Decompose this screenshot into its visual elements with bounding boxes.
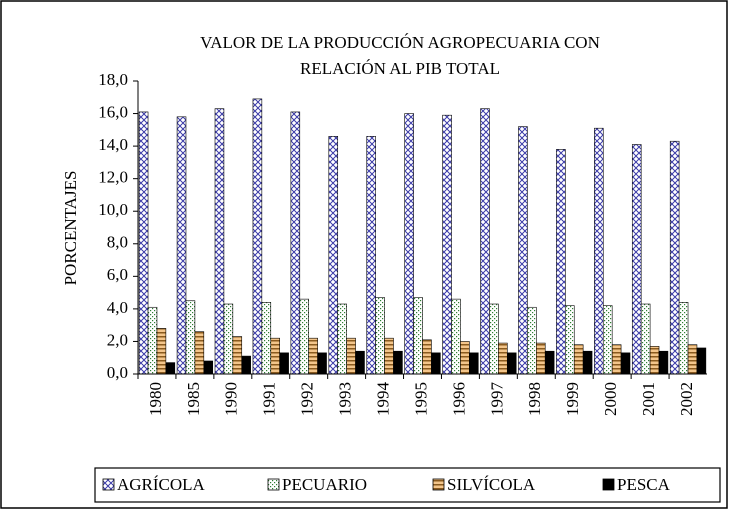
bar (214, 108, 225, 375)
x-tick-label: 1997 (487, 382, 506, 417)
chart-title: VALOR DE LA PRODUCCIÓN AGROPECUARIA CON (200, 33, 600, 52)
bar (252, 98, 263, 375)
bar (573, 344, 584, 375)
y-tick-label: 14,0 (98, 135, 128, 154)
legend-label: AGRÍCOLA (117, 475, 206, 494)
bar (678, 302, 689, 375)
legend-label: PECUARIO (282, 475, 367, 494)
bar (422, 339, 432, 375)
y-tick-label: 6,0 (107, 265, 128, 284)
y-tick-label: 12,0 (98, 168, 128, 187)
x-tick-label: 1999 (563, 382, 582, 416)
bar (355, 350, 365, 375)
bar (156, 328, 167, 375)
x-tick-label: 2000 (601, 382, 620, 416)
bar (544, 350, 555, 375)
bar (442, 114, 452, 375)
x-tick-label: 1991 (260, 382, 279, 416)
bar (366, 136, 376, 375)
x-tick-label: 2001 (639, 382, 658, 416)
bar (620, 352, 631, 375)
x-tick-label: 1992 (298, 382, 317, 416)
y-tick-label: 16,0 (98, 102, 128, 121)
bar (431, 352, 441, 375)
x-tick-label: 1994 (373, 382, 392, 417)
x-tick-label: 1996 (449, 382, 468, 416)
bar (565, 305, 575, 375)
bar (194, 331, 205, 375)
bar (393, 350, 403, 375)
bar (241, 355, 251, 375)
y-tick-label: 18,0 (98, 70, 128, 89)
bar (375, 297, 385, 375)
bar (138, 111, 149, 375)
y-tick-label: 0,0 (107, 363, 128, 382)
bar (147, 306, 158, 375)
bar (527, 306, 537, 375)
bar (451, 298, 461, 375)
bar (556, 149, 566, 375)
x-tick-label: 1993 (336, 382, 355, 416)
bar (631, 144, 642, 375)
y-tick-label: 4,0 (107, 298, 128, 317)
bar (299, 298, 310, 375)
bar (404, 113, 414, 375)
bar (270, 337, 280, 375)
bar (489, 303, 499, 375)
bar (640, 303, 651, 375)
bar (602, 305, 613, 375)
bar (413, 297, 423, 375)
y-tick-label: 8,0 (107, 233, 128, 252)
legend-label: PESCA (617, 475, 671, 494)
bar (185, 300, 196, 375)
bar (232, 336, 243, 375)
chart-title: RELACIÓN AL PIB TOTAL (300, 59, 500, 78)
bar (346, 337, 356, 375)
bar (594, 127, 604, 375)
bar (261, 302, 272, 375)
bar (165, 362, 176, 375)
y-tick-label: 2,0 (107, 330, 128, 349)
bar (611, 344, 622, 375)
bar (469, 352, 479, 375)
bar (535, 342, 546, 375)
x-tick-label: 1985 (184, 382, 203, 416)
bar (506, 352, 517, 375)
x-tick-label: 1980 (146, 382, 165, 416)
bar (687, 344, 698, 375)
bar (480, 108, 490, 375)
legend-swatch (102, 478, 115, 491)
bar (317, 352, 327, 375)
bar (279, 352, 289, 375)
bar (337, 303, 347, 375)
bar (498, 342, 508, 375)
legend-box (94, 467, 721, 503)
y-tick-label: 10,0 (98, 200, 128, 219)
bar (203, 360, 214, 375)
bar (308, 337, 318, 375)
x-tick-label: 2002 (677, 382, 696, 416)
bar (460, 341, 470, 375)
x-tick-label: 1995 (411, 382, 430, 416)
bar (384, 337, 394, 375)
legend-label: SILVÍCOLA (447, 475, 536, 494)
bar (328, 136, 339, 375)
bar (696, 347, 707, 375)
legend-swatch (432, 478, 445, 491)
bar (669, 140, 680, 375)
y-axis-label: PORCENTAJES (61, 171, 80, 286)
bar (290, 111, 301, 375)
x-tick-label: 1990 (222, 382, 241, 416)
bar (176, 116, 187, 375)
bar (658, 350, 669, 375)
x-tick-label: 1998 (525, 382, 544, 416)
bar (223, 303, 234, 375)
bar (582, 350, 593, 375)
legend-swatch (267, 478, 280, 491)
legend-swatch (602, 478, 615, 491)
bar (649, 346, 660, 375)
bar (518, 126, 528, 375)
